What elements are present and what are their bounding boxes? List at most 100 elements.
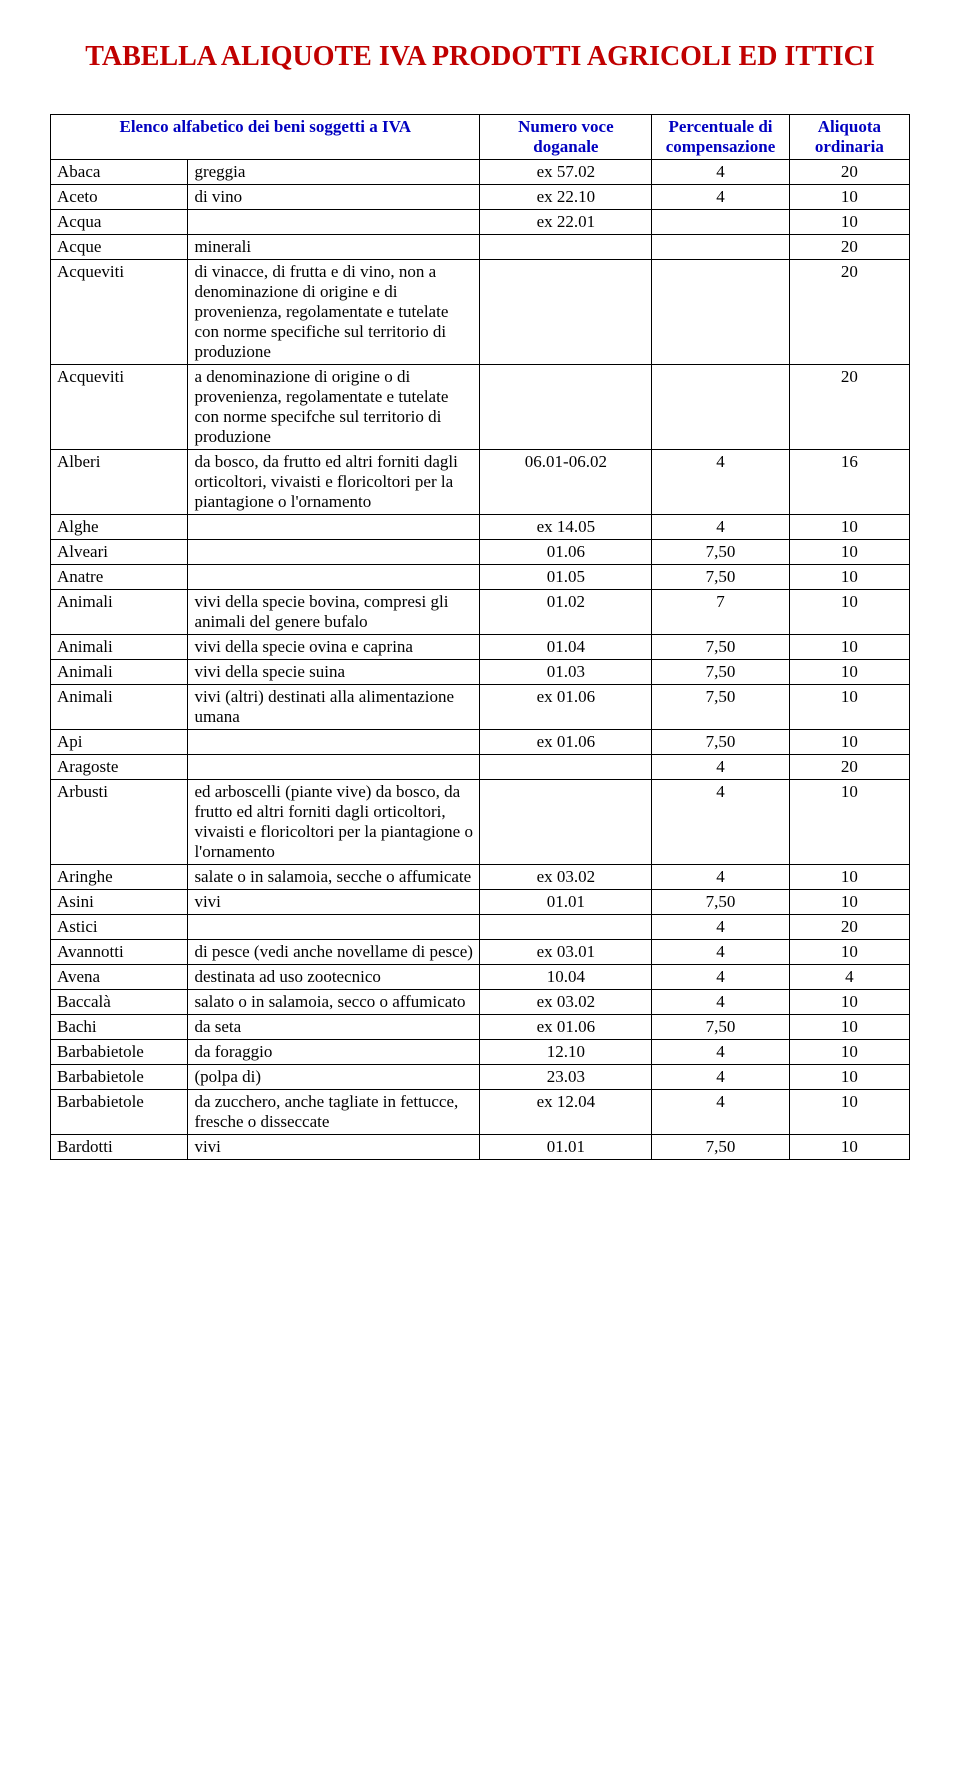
cell-description: greggia xyxy=(188,159,480,184)
cell-compensation: 4 xyxy=(652,1039,789,1064)
cell-description: minerali xyxy=(188,234,480,259)
cell-customs-code: ex 03.02 xyxy=(480,864,652,889)
cell-item-name: Api xyxy=(51,729,188,754)
table-row: Acetodi vinoex 22.10410 xyxy=(51,184,910,209)
cell-compensation: 4 xyxy=(652,184,789,209)
cell-description xyxy=(188,754,480,779)
cell-description: da zucchero, anche tagliate in fettucce,… xyxy=(188,1089,480,1134)
cell-compensation xyxy=(652,364,789,449)
cell-customs-code: 23.03 xyxy=(480,1064,652,1089)
page-title: TABELLA ALIQUOTE IVA PRODOTTI AGRICOLI E… xyxy=(50,40,910,74)
table-row: Apiex 01.067,5010 xyxy=(51,729,910,754)
cell-item-name: Astici xyxy=(51,914,188,939)
cell-customs-code: 01.06 xyxy=(480,539,652,564)
cell-customs-code: 12.10 xyxy=(480,1039,652,1064)
cell-ordinary-rate: 10 xyxy=(789,939,909,964)
cell-ordinary-rate: 10 xyxy=(789,1134,909,1159)
cell-description: da bosco, da frutto ed altri forniti dag… xyxy=(188,449,480,514)
cell-ordinary-rate: 20 xyxy=(789,259,909,364)
cell-compensation: 7,50 xyxy=(652,539,789,564)
cell-ordinary-rate: 10 xyxy=(789,1014,909,1039)
cell-item-name: Asini xyxy=(51,889,188,914)
table-row: Avenadestinata ad uso zootecnico10.0444 xyxy=(51,964,910,989)
cell-ordinary-rate: 10 xyxy=(789,564,909,589)
cell-item-name: Animali xyxy=(51,684,188,729)
cell-item-name: Alveari xyxy=(51,539,188,564)
cell-item-name: Animali xyxy=(51,659,188,684)
cell-ordinary-rate: 10 xyxy=(789,184,909,209)
cell-ordinary-rate: 20 xyxy=(789,159,909,184)
cell-description xyxy=(188,514,480,539)
cell-customs-code: 01.02 xyxy=(480,589,652,634)
cell-ordinary-rate: 10 xyxy=(789,659,909,684)
table-row: Abacagreggiaex 57.02420 xyxy=(51,159,910,184)
cell-ordinary-rate: 10 xyxy=(789,539,909,564)
cell-ordinary-rate: 10 xyxy=(789,209,909,234)
cell-ordinary-rate: 10 xyxy=(789,989,909,1014)
cell-ordinary-rate: 20 xyxy=(789,364,909,449)
cell-compensation: 7,50 xyxy=(652,659,789,684)
cell-ordinary-rate: 10 xyxy=(789,514,909,539)
cell-compensation: 4 xyxy=(652,1064,789,1089)
cell-compensation: 4 xyxy=(652,514,789,539)
cell-description: vivi della specie suina xyxy=(188,659,480,684)
cell-customs-code xyxy=(480,234,652,259)
cell-description: ed arboscelli (piante vive) da bosco, da… xyxy=(188,779,480,864)
cell-compensation: 7,50 xyxy=(652,729,789,754)
cell-description: di vino xyxy=(188,184,480,209)
cell-compensation: 4 xyxy=(652,864,789,889)
table-row: Baccalàsalato o in salamoia, secco o aff… xyxy=(51,989,910,1014)
cell-item-name: Avannotti xyxy=(51,939,188,964)
cell-compensation: 4 xyxy=(652,939,789,964)
table-row: Algheex 14.05410 xyxy=(51,514,910,539)
cell-ordinary-rate: 20 xyxy=(789,914,909,939)
cell-item-name: Acqua xyxy=(51,209,188,234)
cell-customs-code: 06.01-06.02 xyxy=(480,449,652,514)
header-ordinary-rate: Aliquota ordinaria xyxy=(789,114,909,159)
cell-description xyxy=(188,209,480,234)
cell-item-name: Acqueviti xyxy=(51,364,188,449)
table-row: Alberida bosco, da frutto ed altri forni… xyxy=(51,449,910,514)
table-row: Acquevitia denominazione di origine o di… xyxy=(51,364,910,449)
header-compensation: Percentuale di compensazione xyxy=(652,114,789,159)
cell-customs-code: 10.04 xyxy=(480,964,652,989)
cell-compensation: 7,50 xyxy=(652,889,789,914)
cell-description: salate o in salamoia, secche o affumicat… xyxy=(188,864,480,889)
cell-description: salato o in salamoia, secco o affumicato xyxy=(188,989,480,1014)
cell-customs-code: 01.04 xyxy=(480,634,652,659)
cell-customs-code: ex 14.05 xyxy=(480,514,652,539)
cell-item-name: Anatre xyxy=(51,564,188,589)
cell-compensation: 4 xyxy=(652,1089,789,1134)
table-row: Aragoste420 xyxy=(51,754,910,779)
cell-customs-code: ex 03.01 xyxy=(480,939,652,964)
cell-ordinary-rate: 20 xyxy=(789,754,909,779)
cell-compensation: 4 xyxy=(652,449,789,514)
cell-description xyxy=(188,729,480,754)
cell-description: di vinacce, di frutta e di vino, non a d… xyxy=(188,259,480,364)
cell-description: di pesce (vedi anche novellame di pesce) xyxy=(188,939,480,964)
cell-item-name: Aceto xyxy=(51,184,188,209)
table-row: Barbabietoleda foraggio12.10410 xyxy=(51,1039,910,1064)
cell-description: (polpa di) xyxy=(188,1064,480,1089)
cell-ordinary-rate: 4 xyxy=(789,964,909,989)
cell-ordinary-rate: 20 xyxy=(789,234,909,259)
cell-item-name: Avena xyxy=(51,964,188,989)
cell-ordinary-rate: 10 xyxy=(789,889,909,914)
cell-customs-code: 01.01 xyxy=(480,1134,652,1159)
cell-compensation xyxy=(652,259,789,364)
table-row: Astici 420 xyxy=(51,914,910,939)
cell-description: da seta xyxy=(188,1014,480,1039)
cell-description: vivi (altri) destinati alla alimentazion… xyxy=(188,684,480,729)
table-row: Bachida setaex 01.067,5010 xyxy=(51,1014,910,1039)
cell-item-name: Bachi xyxy=(51,1014,188,1039)
cell-description: vivi della specie ovina e caprina xyxy=(188,634,480,659)
cell-compensation: 7,50 xyxy=(652,684,789,729)
cell-compensation: 7 xyxy=(652,589,789,634)
cell-item-name: Barbabietole xyxy=(51,1089,188,1134)
cell-compensation: 4 xyxy=(652,914,789,939)
table-row: Avannottidi pesce (vedi anche novellame … xyxy=(51,939,910,964)
cell-ordinary-rate: 10 xyxy=(789,729,909,754)
cell-ordinary-rate: 10 xyxy=(789,864,909,889)
cell-customs-code: ex 03.02 xyxy=(480,989,652,1014)
cell-description: vivi della specie bovina, compresi gli a… xyxy=(188,589,480,634)
